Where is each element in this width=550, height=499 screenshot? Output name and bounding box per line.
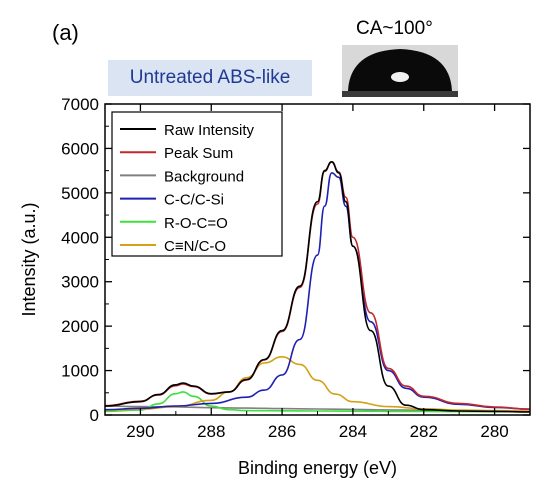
x-tick-label: 282 [410,422,438,441]
legend-label: Peak Sum [164,145,233,162]
y-tick-label: 4000 [61,228,99,247]
series-line-c-c-c-si [105,172,530,411]
legend-label: Background [164,168,244,185]
series-line-r-o-c-o [105,391,530,413]
series-line-c-n-c-o [105,356,530,412]
x-tick-label: 280 [480,422,508,441]
series-line-raw-intensity [105,161,530,413]
legend-label: C-C/C-Si [164,192,224,209]
y-tick-label: 3000 [61,273,99,292]
y-axis-label: Intensity (a.u.) [19,202,39,316]
legend-label: R-O-C=O [164,215,228,232]
panel-label: (a) [52,20,79,45]
x-axis-label: Binding energy (eV) [238,458,397,478]
y-tick-label: 5000 [61,184,99,203]
series-line-peak-sum [105,161,530,410]
contact-angle-label: CA~100° [356,18,433,39]
droplet-shape [348,49,452,91]
legend-box [111,111,283,257]
substrate [342,91,458,97]
sample-label: Untreated ABS-like [108,60,312,96]
x-tick-label: 290 [126,422,154,441]
plot-frame [104,103,531,416]
x-tick-label: 286 [268,422,296,441]
droplet-image [342,45,458,97]
series-line-background [105,405,530,413]
x-tick-label: 284 [339,422,367,441]
legend-label: Raw Intensity [164,122,255,139]
legend-label: C≡N/C-O [164,238,226,255]
y-tick-label: 2000 [61,317,99,336]
y-tick-label: 1000 [61,362,99,381]
x-tick-label: 288 [197,422,225,441]
y-tick-label: 6000 [61,139,99,158]
y-tick-label: 0 [90,406,99,425]
droplet-highlight [391,72,409,82]
y-tick-label: 7000 [61,95,99,114]
